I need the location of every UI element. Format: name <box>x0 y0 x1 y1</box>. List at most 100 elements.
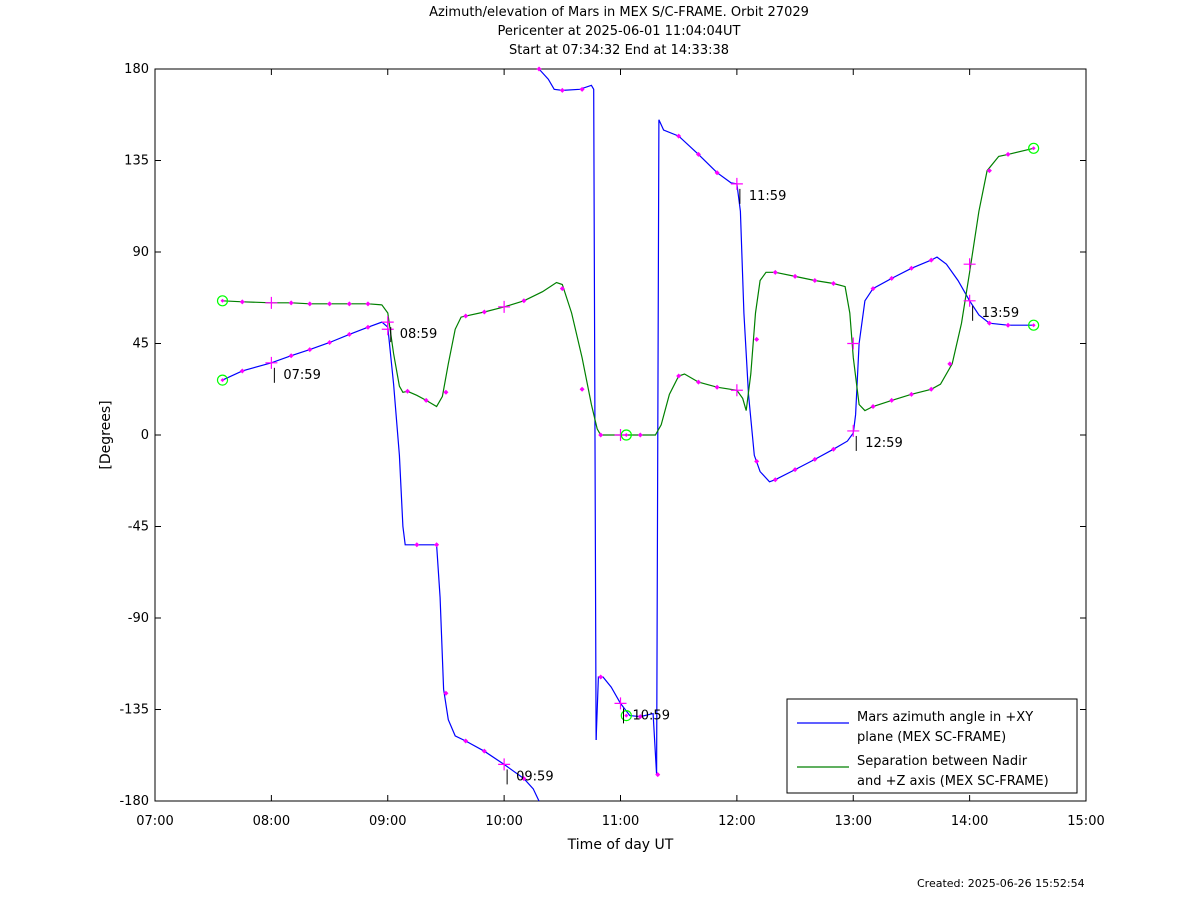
data-point <box>870 286 876 292</box>
data-point <box>637 432 643 438</box>
x-tick-label: 14:00 <box>951 814 988 829</box>
hour-cross-marker <box>847 424 860 437</box>
legend-box <box>786 698 1078 794</box>
hour-cross-marker <box>730 177 743 190</box>
annotation-label: 11:59 <box>749 189 786 204</box>
endpoint-dot <box>624 433 629 437</box>
data-point <box>1005 151 1011 157</box>
hour-cross-marker <box>963 294 976 307</box>
endpoint-circle <box>620 429 632 441</box>
annotation-label: 07:59 <box>283 368 320 383</box>
x-tick-label: 13:00 <box>835 814 872 829</box>
data-point <box>928 386 934 392</box>
data-point <box>239 368 245 374</box>
data-point <box>676 133 682 139</box>
data-point <box>695 379 701 385</box>
data-point <box>792 467 798 473</box>
data-point <box>239 299 245 305</box>
y-tick-label: 90 <box>132 245 149 260</box>
y-tick-label: -135 <box>119 703 149 718</box>
annotation-label: 12:59 <box>865 436 902 451</box>
data-point <box>870 404 876 410</box>
data-point <box>830 281 836 287</box>
data-point <box>655 772 661 778</box>
data-point <box>637 714 643 720</box>
created-timestamp: Created: 2025-06-26 15:52:54 <box>917 877 1085 890</box>
hour-cross-marker <box>963 258 976 271</box>
data-point <box>307 301 313 307</box>
data-point <box>986 168 992 174</box>
data-point <box>928 257 934 263</box>
data-point <box>307 347 313 353</box>
data-point <box>346 331 352 337</box>
data-point <box>754 336 760 342</box>
data-point <box>559 87 565 93</box>
x-tick-label: 10:00 <box>485 814 522 829</box>
chart-title: Azimuth/elevation of Mars in MEX S/C-FRA… <box>429 5 809 20</box>
series-line-azimuth <box>222 321 540 802</box>
chart-subtitle-timerange: Start at 07:34:32 End at 14:33:38 <box>508 43 730 58</box>
data-point <box>889 275 895 281</box>
annotation-label: 08:59 <box>400 327 437 342</box>
y-axis-label: [Degrees] <box>98 400 114 469</box>
endpoint-circle <box>1028 319 1040 331</box>
data-point <box>812 277 818 283</box>
hour-cross-marker <box>498 758 511 771</box>
data-point <box>598 674 604 680</box>
data-point <box>365 324 371 330</box>
data-point <box>463 738 469 744</box>
x-tick-label: 08:00 <box>253 814 290 829</box>
annotation-label: 13:59 <box>982 306 1019 321</box>
data-point <box>443 389 449 395</box>
series-line-azimuth <box>538 68 597 741</box>
data-point <box>947 361 953 367</box>
hour-cross-marker <box>730 384 743 397</box>
x-axis-label: Time of day UT <box>567 837 674 853</box>
endpoint-dot <box>220 378 225 383</box>
legend-label: and +Z axis (MEX SC-FRAME) <box>857 774 1049 789</box>
data-point <box>598 432 604 438</box>
x-tick-label: 09:00 <box>369 814 406 829</box>
series-line-azimuth <box>656 119 1034 775</box>
endpoint-dot <box>624 713 629 718</box>
data-point <box>414 542 420 548</box>
hour-cross-marker <box>498 300 511 313</box>
endpoint-circle <box>620 709 632 722</box>
data-point <box>695 151 701 157</box>
data-point <box>986 320 992 326</box>
data-point <box>481 309 487 315</box>
hour-cross-marker <box>265 296 278 309</box>
data-point <box>830 446 836 452</box>
data-point <box>676 373 682 379</box>
data-point <box>792 273 798 279</box>
data-point <box>714 384 720 390</box>
y-tick-label: 135 <box>124 154 149 169</box>
endpoint-dot <box>1031 146 1036 151</box>
annotation-label: 10:59 <box>633 708 670 723</box>
data-point <box>559 286 565 292</box>
data-point <box>521 298 527 304</box>
y-tick-label: -180 <box>119 794 149 809</box>
data-point <box>481 748 487 754</box>
data-point <box>288 300 294 306</box>
data-point <box>405 388 411 394</box>
data-point <box>579 386 585 392</box>
y-tick-label: 0 <box>141 428 149 443</box>
data-point <box>1005 322 1011 328</box>
y-tick-label: -90 <box>128 611 149 626</box>
data-point <box>754 458 760 464</box>
legend-label: Mars azimuth angle in +XY <box>857 710 1033 725</box>
hour-cross-marker <box>381 323 394 336</box>
legend-label: Separation between Nadir <box>857 754 1028 769</box>
data-point <box>365 301 371 307</box>
data-point <box>772 269 778 275</box>
data-point <box>288 353 294 359</box>
y-tick-label: 45 <box>132 337 149 352</box>
endpoint-dot <box>1031 323 1036 328</box>
hour-cross-marker <box>614 697 627 710</box>
endpoint-circle <box>216 295 229 307</box>
endpoint-circle <box>216 374 229 386</box>
data-point <box>536 66 542 72</box>
hour-cross-marker <box>265 356 278 369</box>
